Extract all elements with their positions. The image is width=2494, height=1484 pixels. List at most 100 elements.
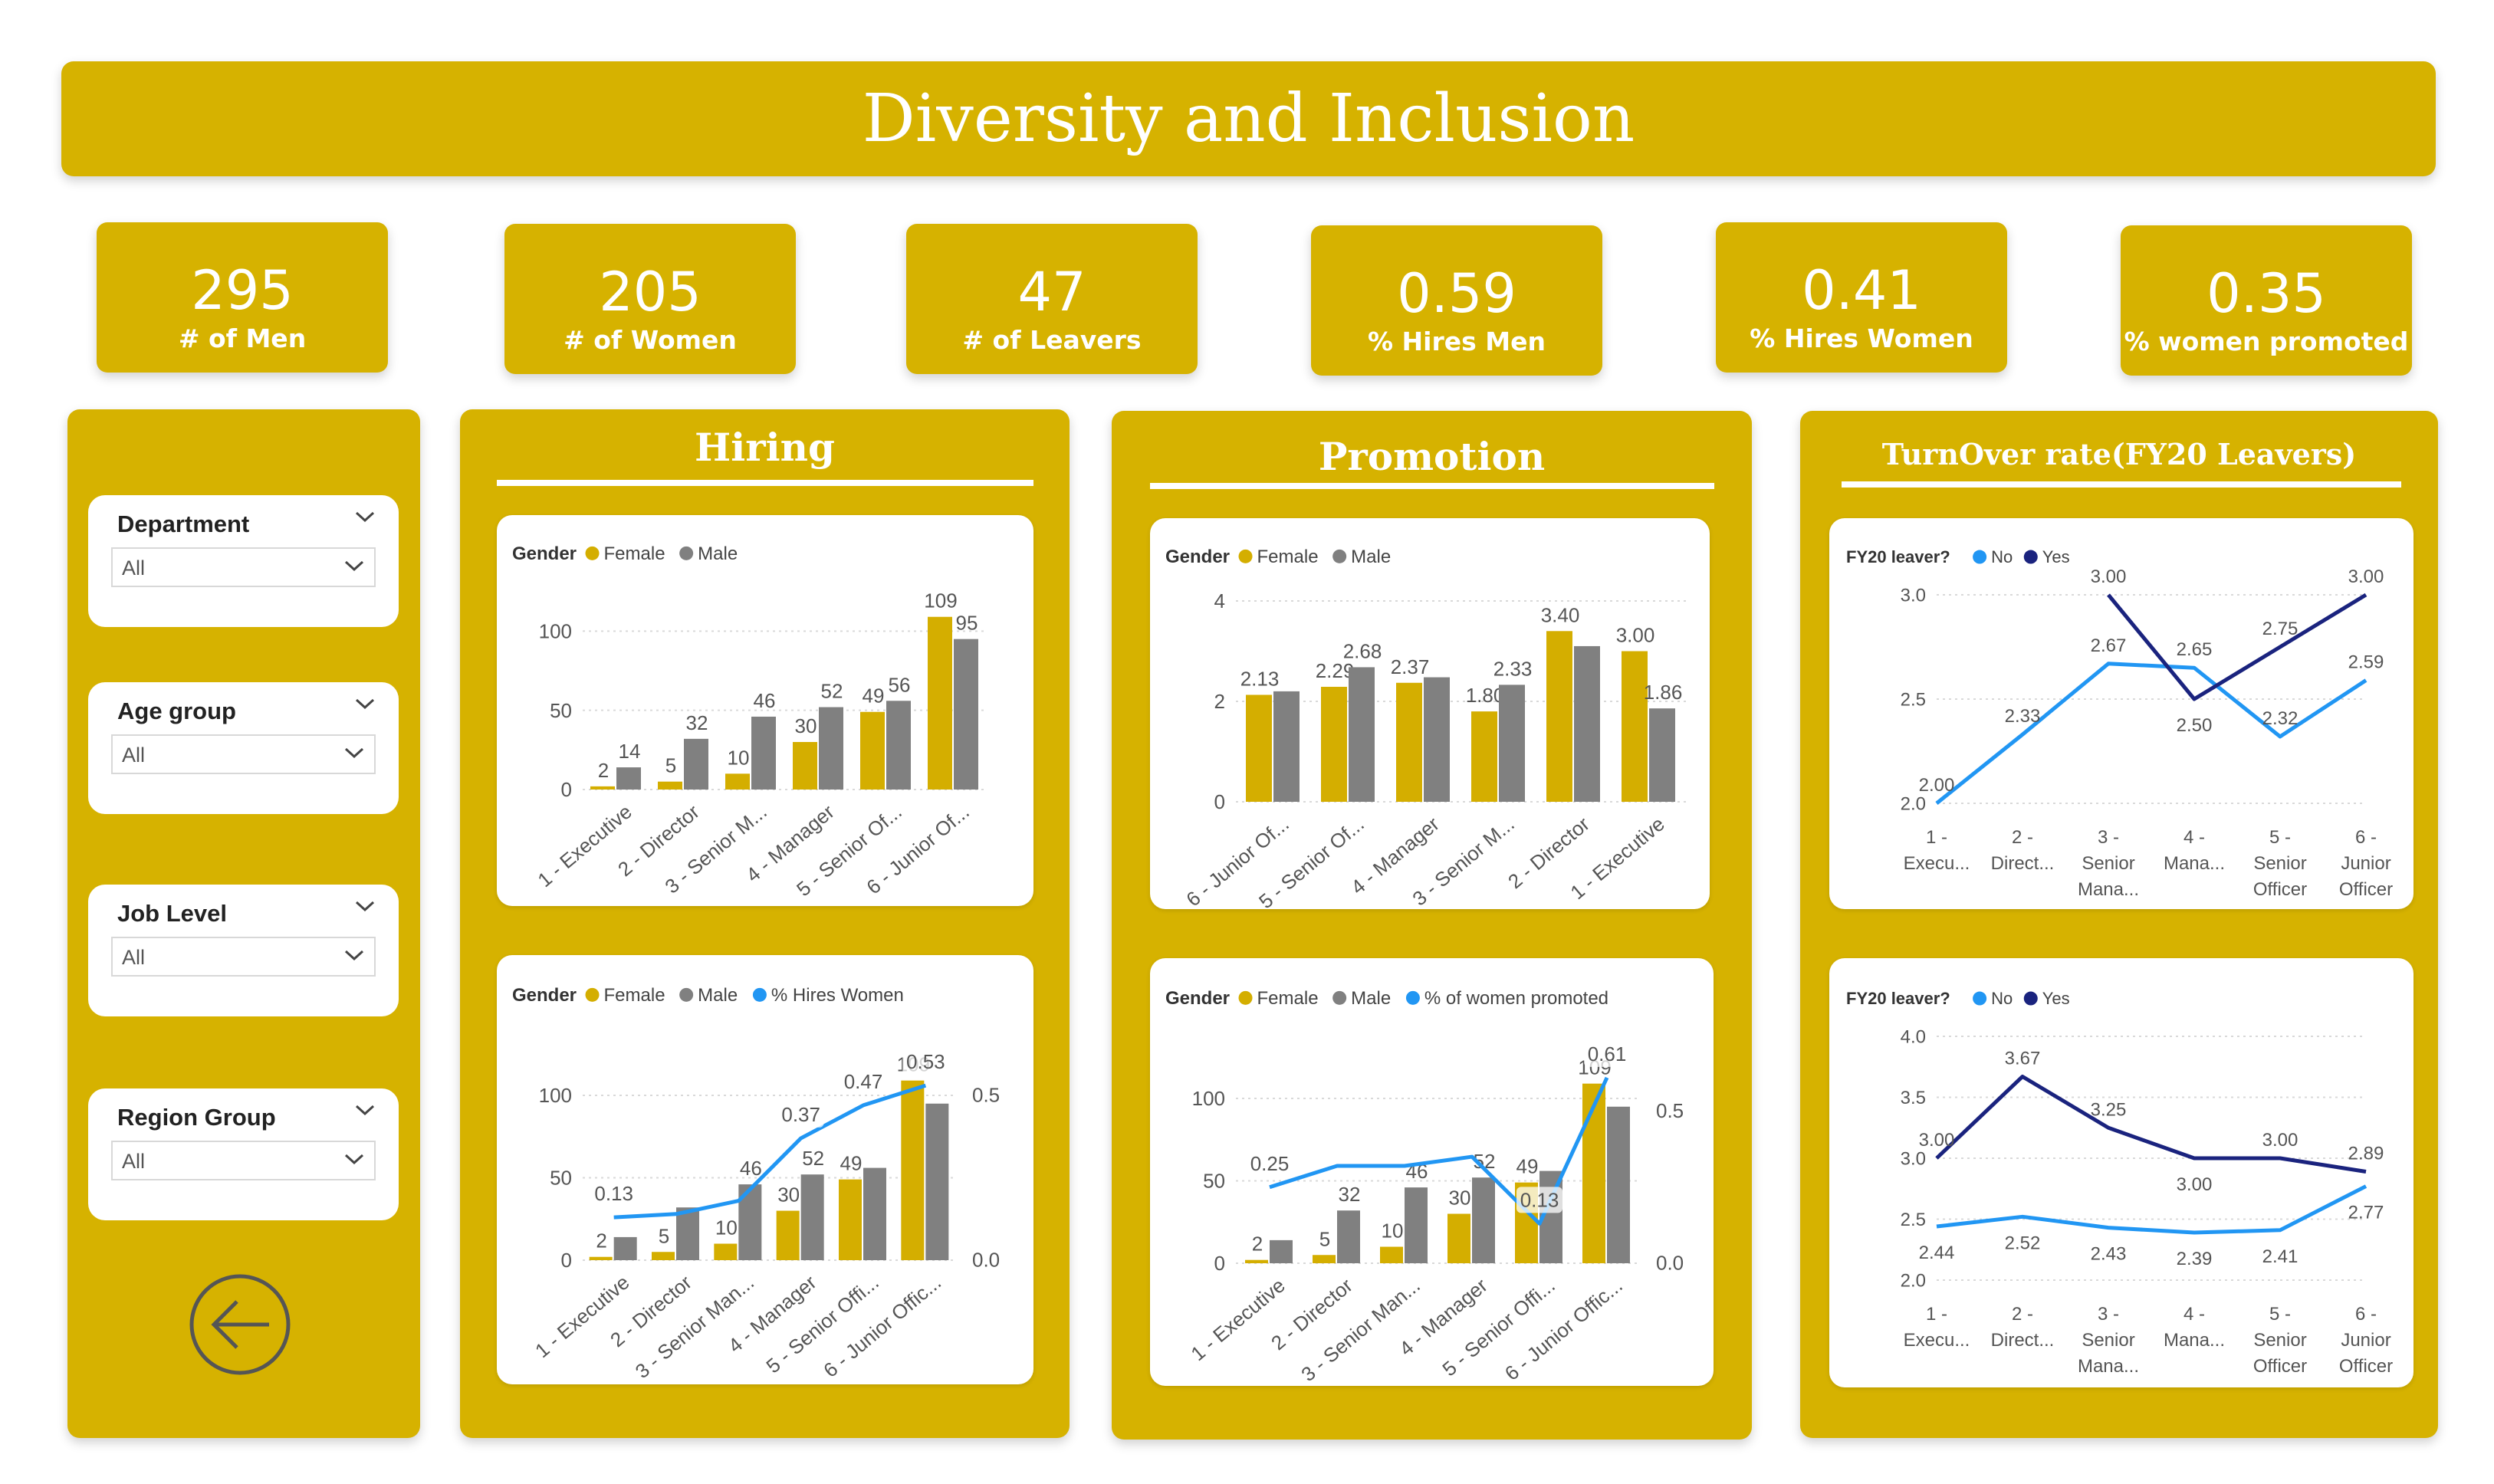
chevron-down-icon[interactable] xyxy=(354,696,376,715)
legend-item: Male xyxy=(698,985,738,1006)
male-data-label: 2.68 xyxy=(1343,639,1382,662)
legend-title: Gender xyxy=(1165,988,1230,1009)
male-bar xyxy=(751,716,776,790)
male-bar xyxy=(1337,1210,1360,1263)
legend-item: % Hires Women xyxy=(771,985,904,1006)
slicer-title: Job Level xyxy=(117,900,227,927)
line-label-bg xyxy=(1516,1187,1562,1213)
y-tick-label: 2 xyxy=(1214,690,1225,713)
female-data-label: 5 xyxy=(665,754,676,777)
kpi-label: # of Leavers xyxy=(962,325,1142,355)
female-data-label: 1.80 xyxy=(1466,684,1505,707)
line-data-label: 2.75 xyxy=(2262,619,2298,639)
slicer-title: Region Group xyxy=(117,1104,276,1131)
female-bar xyxy=(928,616,952,790)
back-arrow-icon[interactable] xyxy=(188,1272,292,1377)
x-tick-label: Officer xyxy=(2253,1356,2307,1377)
line-data-label: 2.50 xyxy=(2177,715,2213,736)
male-bar xyxy=(886,701,911,790)
kpi-card-hires-women: 0.41 % Hires Women xyxy=(1716,222,2007,373)
male-data-label: 46 xyxy=(754,689,776,712)
male-bar xyxy=(1270,1239,1293,1263)
panel-title: Hiring xyxy=(695,425,835,470)
kpi-value: 0.59 xyxy=(1397,262,1516,325)
region-group-dropdown[interactable]: All xyxy=(111,1141,376,1180)
x-tick-label: Execu... xyxy=(1904,853,1970,874)
line-series xyxy=(613,1083,927,1220)
slicer-title: Department xyxy=(117,511,250,537)
hiring-bar-card: Gender Female Male 0 50 100 2 14 5 32 10 46 30 52 49 56… xyxy=(497,515,1033,906)
female-bar xyxy=(901,1080,925,1260)
line-data-label: 2.43 xyxy=(2091,1244,2127,1265)
female-data-label: 2 xyxy=(598,759,609,782)
female-data-label: 10 xyxy=(715,1216,738,1239)
x-tick-label: Direct... xyxy=(1991,853,2055,874)
female-data-label: 10 xyxy=(728,746,750,769)
male-bar xyxy=(1499,685,1525,802)
female-bar xyxy=(1396,682,1422,802)
kpi-card-leavers: 47 # of Leavers xyxy=(906,224,1198,374)
male-data-label: 2.33 xyxy=(1493,657,1533,680)
legend-title: FY20 leaver? xyxy=(1846,547,1950,566)
x-tick-label: Officer xyxy=(2339,1356,2393,1377)
legend-title: FY20 leaver? xyxy=(1846,989,1950,1008)
x-tick-label: Senior xyxy=(2082,853,2134,874)
y-tick-label: 50 xyxy=(1203,1170,1225,1193)
male-bar xyxy=(1649,708,1675,802)
job-level-dropdown[interactable]: All xyxy=(111,937,376,977)
line-data-label: 2.33 xyxy=(2005,706,2041,727)
chevron-down-icon[interactable] xyxy=(354,1102,376,1121)
female-bar xyxy=(1582,1083,1605,1263)
y2-tick-label: 0.5 xyxy=(1656,1099,1684,1122)
line-data-label: 2.77 xyxy=(2348,1203,2384,1223)
line-label-bg xyxy=(590,1180,637,1207)
x-tick-label: 4 - xyxy=(2183,1304,2205,1325)
line-data-label: 0.25 xyxy=(1250,1152,1290,1175)
male-bar xyxy=(954,639,978,790)
x-tick-label: 4 - xyxy=(2183,827,2205,848)
chevron-down-icon[interactable] xyxy=(354,898,376,918)
line-data-label: 2.00 xyxy=(1919,775,1955,796)
line-data-label: 2.89 xyxy=(2348,1143,2384,1164)
y-tick-label: 4.0 xyxy=(1901,1026,1926,1047)
x-tick-label: Mana... xyxy=(2078,1356,2139,1377)
line-data-label: 2.39 xyxy=(2177,1249,2213,1269)
female-bar xyxy=(1622,651,1648,802)
female-data-label: 49 xyxy=(840,1152,863,1175)
legend-marker xyxy=(585,987,600,1002)
male-bar xyxy=(684,738,708,790)
y-tick-label: 3.5 xyxy=(1901,1088,1926,1108)
female-data-label: 30 xyxy=(1449,1187,1471,1210)
panel-divider xyxy=(1842,481,2401,488)
chevron-down-icon xyxy=(343,558,365,577)
female-bar xyxy=(658,781,682,790)
kpi-label: % Hires Women xyxy=(1750,323,1973,353)
y-tick-label: 2.0 xyxy=(1901,793,1926,814)
x-tick-label: Mana... xyxy=(2164,853,2225,874)
age-group-dropdown[interactable]: All xyxy=(111,734,376,774)
promotion-combo-chart: Gender Female Male % of women promoted 0 50 10… xyxy=(1165,988,1684,1386)
kpi-label: % Hires Men xyxy=(1368,327,1546,356)
legend-item: Female xyxy=(604,985,665,1006)
line-data-label: 3.00 xyxy=(2348,566,2384,587)
female-data-label: 49 xyxy=(1516,1155,1539,1178)
female-bar xyxy=(776,1210,800,1260)
female-bar xyxy=(590,786,615,790)
kpi-value: 0.41 xyxy=(1802,259,1921,322)
y-tick-label: 0 xyxy=(561,1249,572,1272)
x-tick-label: Junior xyxy=(2341,853,2390,874)
chevron-down-icon[interactable] xyxy=(354,509,376,528)
legend-item: Female xyxy=(604,543,665,564)
legend-marker xyxy=(752,987,767,1002)
promotion-combo-card: Gender Female Male % of women promoted 0 50 10… xyxy=(1150,958,1714,1386)
department-dropdown[interactable]: All xyxy=(111,547,376,587)
male-bar xyxy=(1349,667,1375,802)
y-tick-label: 4 xyxy=(1214,589,1225,612)
legend-title: Gender xyxy=(512,985,577,1006)
region-group-slicer: Region Group All xyxy=(88,1088,399,1220)
line-data-label: 3.00 xyxy=(2177,1174,2213,1195)
kpi-value: 47 xyxy=(1017,261,1086,323)
turnover-line-chart-1: FY20 leaver? No Yes 2.0 2.5 3.0 2.00 2.33 2.67 2.… xyxy=(1846,547,2393,900)
kpi-label: # of Men xyxy=(178,323,307,353)
